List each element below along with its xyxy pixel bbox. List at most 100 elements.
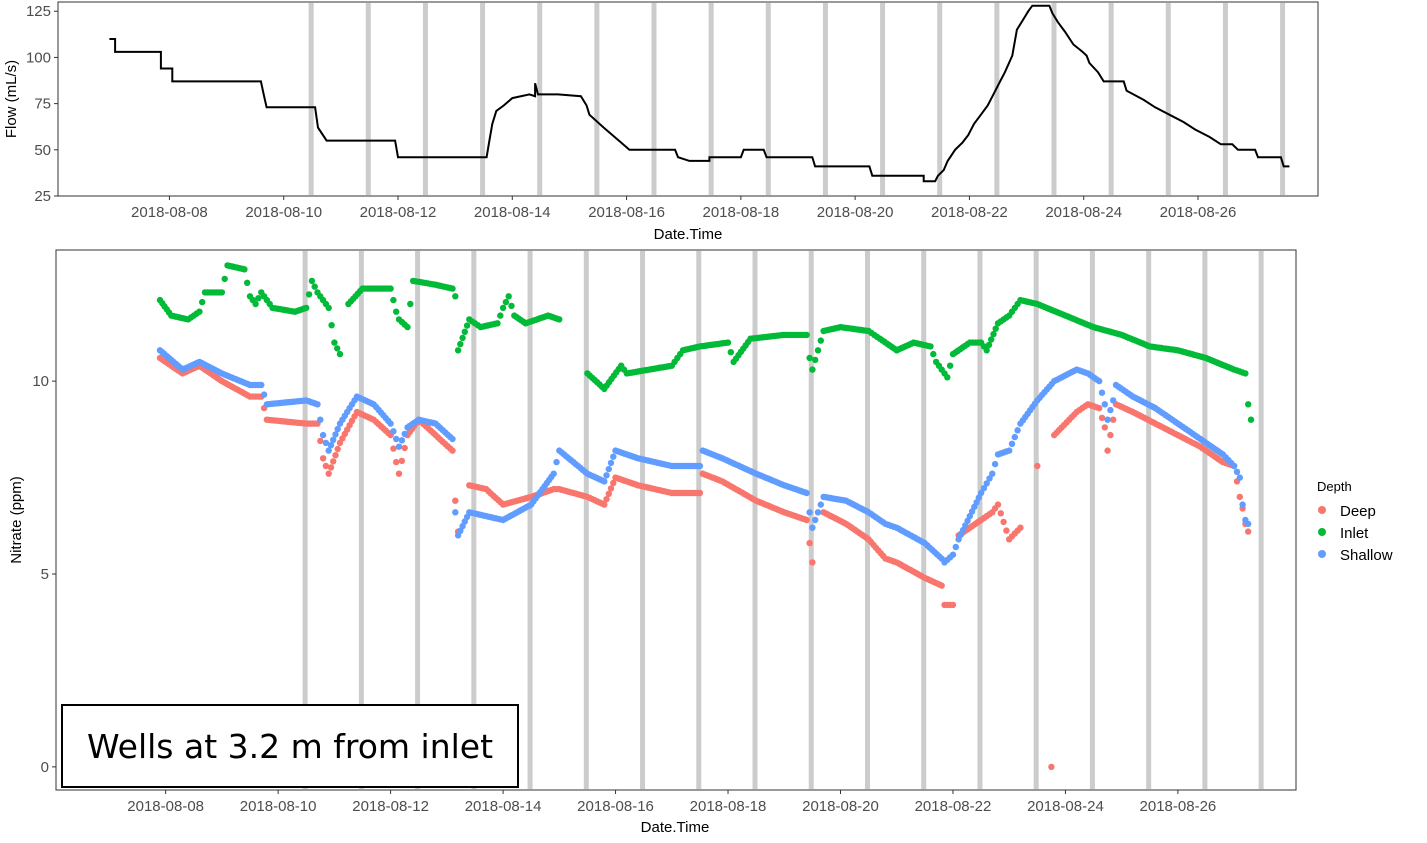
data-point-shallow <box>1014 427 1021 434</box>
data-point-inlet <box>252 300 259 308</box>
event-band-11 <box>937 3 943 195</box>
data-point-shallow <box>1101 401 1109 408</box>
data-point-deep <box>809 559 816 566</box>
data-point-shallow <box>1011 433 1018 441</box>
legend-key-shallow <box>1318 550 1326 558</box>
data-point-inlet <box>494 320 501 327</box>
x-tick-label: 2018-08-14 <box>465 798 542 815</box>
event-band-2 <box>422 3 428 195</box>
data-point-shallow <box>398 437 406 444</box>
data-point-inlet <box>255 295 262 302</box>
data-point-shallow <box>1239 501 1246 508</box>
data-point-shallow <box>1096 377 1103 385</box>
data-point-inlet <box>727 349 734 356</box>
event-band-17 <box>1280 3 1286 195</box>
data-point-shallow <box>989 470 996 477</box>
data-point-inlet <box>803 331 810 339</box>
data-point-inlet <box>461 328 468 335</box>
data-point-inlet <box>407 300 414 308</box>
nitrate-x-axis-title: Date.Time <box>641 819 710 836</box>
data-point-inlet <box>946 362 954 369</box>
data-point-deep <box>1096 404 1103 412</box>
data-point-inlet <box>502 298 510 306</box>
data-point-shallow <box>983 480 990 487</box>
data-point-shallow <box>550 470 557 477</box>
data-point-deep <box>1110 416 1117 423</box>
data-point-shallow <box>1107 406 1114 414</box>
data-point-inlet <box>927 343 934 350</box>
data-point-deep <box>1104 447 1111 454</box>
annotation-text: Wells at 3.2 m from inlet <box>87 727 493 766</box>
data-point-deep <box>395 470 403 477</box>
data-point-inlet <box>988 336 995 343</box>
data-point-deep <box>1236 493 1244 501</box>
data-point-inlet <box>505 293 512 300</box>
data-point-shallow <box>809 524 816 531</box>
data-point-shallow <box>332 431 339 438</box>
data-point-deep <box>1034 462 1041 470</box>
data-point-inlet <box>328 322 335 329</box>
data-point-shallow <box>603 472 610 479</box>
data-point-shallow <box>327 442 335 449</box>
event-band-7 <box>696 251 702 789</box>
data-point-deep <box>317 437 324 445</box>
data-point-deep <box>603 496 610 503</box>
data-point-inlet <box>459 334 466 342</box>
data-point-inlet <box>218 289 226 296</box>
data-point-deep <box>1003 527 1010 534</box>
data-point-shallow <box>330 436 337 443</box>
data-point-inlet <box>930 350 937 358</box>
event-band-0 <box>308 3 314 195</box>
data-point-shallow <box>980 485 988 492</box>
data-point-deep <box>994 501 1002 508</box>
data-point-shallow <box>260 391 268 398</box>
legend: Depth Deep Inlet Shallow <box>1317 479 1393 564</box>
event-band-16 <box>1202 251 1208 789</box>
data-point-inlet <box>241 266 248 273</box>
legend-label-deep: Deep <box>1340 503 1376 520</box>
data-point-inlet <box>944 374 951 381</box>
data-point-deep <box>949 601 957 609</box>
data-point-deep <box>390 445 397 452</box>
data-point-shallow <box>817 501 824 508</box>
data-point-inlet <box>1247 416 1255 423</box>
data-point-shallow <box>991 460 999 468</box>
data-point-inlet <box>806 354 813 362</box>
y-tick-label: 50 <box>34 142 51 159</box>
data-point-inlet <box>724 339 732 346</box>
data-point-inlet <box>454 347 462 354</box>
data-point-inlet <box>336 350 344 358</box>
data-point-inlet <box>499 304 507 312</box>
data-point-shallow <box>325 447 332 454</box>
data-point-shallow <box>1104 416 1111 423</box>
event-band-2 <box>415 251 421 789</box>
data-point-inlet <box>809 366 816 373</box>
data-point-shallow <box>393 435 400 443</box>
event-band-3 <box>480 3 486 195</box>
data-point-deep <box>607 485 615 492</box>
x-tick-label: 2018-08-10 <box>245 204 322 221</box>
data-point-inlet <box>311 283 318 290</box>
data-point-shallow <box>1110 397 1117 404</box>
data-point-shallow <box>401 430 408 438</box>
data-point-inlet <box>196 308 203 315</box>
data-point-inlet <box>221 275 228 283</box>
event-band-12 <box>994 3 1000 195</box>
data-point-inlet <box>1242 370 1249 377</box>
nitrate-y-axis-title: Nitrate (ppm) <box>8 476 25 564</box>
data-point-inlet <box>992 325 999 332</box>
event-band-13 <box>1051 3 1057 195</box>
event-band-13 <box>1033 251 1039 789</box>
data-point-deep <box>449 447 456 454</box>
data-point-deep <box>997 510 1004 517</box>
x-tick-label: 2018-08-20 <box>817 204 894 221</box>
x-tick-label: 2018-08-16 <box>577 798 654 815</box>
flow-x-axis-title: Date.Time <box>654 226 723 243</box>
data-point-deep <box>1098 414 1106 421</box>
data-point-inlet <box>463 322 471 329</box>
data-point-shallow <box>1233 468 1241 475</box>
data-point-shallow <box>814 509 822 516</box>
data-point-shallow <box>258 381 265 389</box>
data-point-deep <box>1107 431 1114 439</box>
